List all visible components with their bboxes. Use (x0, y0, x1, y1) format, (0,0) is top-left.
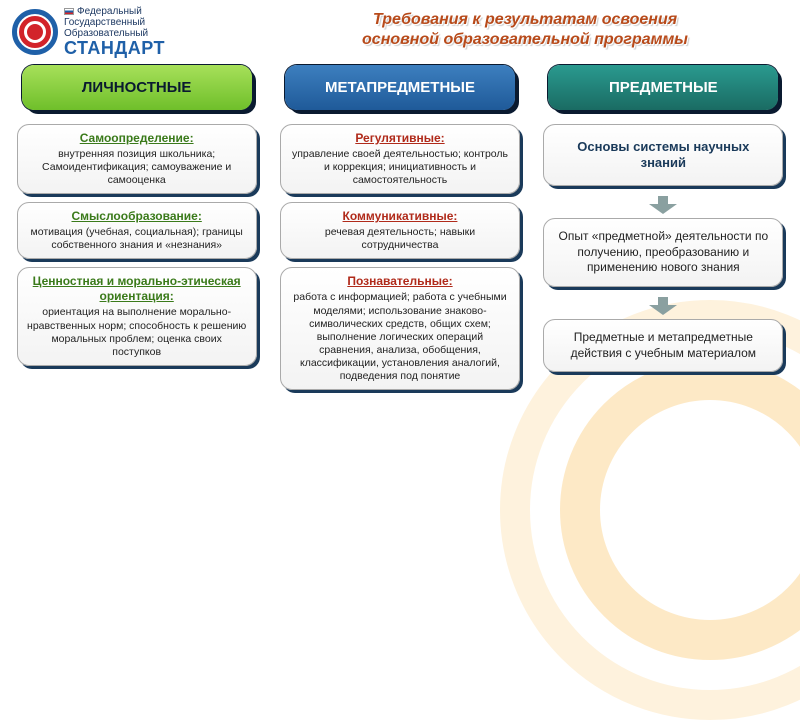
logo-rings-icon (12, 9, 58, 55)
col-personal: ЛИЧНОСТНЫЕ Самоопределение: внутренняя п… (12, 65, 262, 399)
card-title: Регулятивные: (289, 131, 511, 146)
arrow-down-icon (645, 196, 681, 214)
card-ethics: Ценностная и морально-этическая ориентац… (17, 267, 257, 366)
card-meaning: Смыслообразование: мотивация (учебная, с… (17, 202, 257, 259)
card-communicative: Коммуникативные: речевая деятельность; н… (280, 202, 520, 259)
card-body: управление своей деятельностью; контроль… (292, 148, 508, 186)
columns: ЛИЧНОСТНЫЕ Самоопределение: внутренняя п… (0, 61, 800, 399)
logo-word-2: Государственный (64, 17, 165, 28)
card-regulatory: Регулятивные: управление своей деятельно… (280, 124, 520, 194)
card-cognitive: Познавательные: работа с информацией; ра… (280, 267, 520, 390)
card-body: речевая деятельность; навыки сотрудничес… (325, 226, 475, 251)
header: Федеральный Государственный Образователь… (0, 0, 800, 61)
arrow-down-icon (645, 297, 681, 315)
col-header-subject: ПРЕДМЕТНЫЕ (548, 65, 778, 110)
card-foundations: Основы системы научных знаний (543, 124, 783, 187)
card-title: Коммуникативные: (289, 209, 511, 224)
card-experience: Опыт «предметной» деятельности по получе… (543, 218, 783, 287)
card-title: Самоопределение: (26, 131, 248, 146)
col-header-personal: ЛИЧНОСТНЫЕ (22, 65, 252, 110)
logo-word-1: Федеральный (77, 6, 142, 17)
logo-brand: СТАНДАРТ (64, 39, 165, 59)
card-self-determination: Самоопределение: внутренняя позиция школ… (17, 124, 257, 194)
col-header-meta: МЕТАПРЕДМЕТНЫЕ (285, 65, 515, 110)
card-body: мотивация (учебная, социальная); границы… (31, 226, 243, 251)
logo-block: Федеральный Государственный Образователь… (12, 6, 262, 59)
flag-icon (64, 8, 74, 15)
card-body: работа с информацией; работа с учебными … (293, 291, 506, 382)
card-body: внутренняя позиция школьника; Самоиденти… (42, 148, 231, 186)
title-line-2: основной образовательной программы (262, 30, 788, 50)
card-title: Ценностная и морально-этическая ориентац… (26, 274, 248, 304)
card-title: Познавательные: (289, 274, 511, 289)
card-title: Смыслообразование: (26, 209, 248, 224)
logo-text: Федеральный Государственный Образователь… (64, 6, 165, 59)
card-body: ориентация на выполнение морально-нравст… (27, 306, 246, 357)
title-line-1: Требования к результатам освоения (262, 10, 788, 30)
card-actions: Предметные и метапредметные действия с у… (543, 319, 783, 372)
page-title: Требования к результатам освоения основн… (262, 6, 788, 50)
col-subject: ПРЕДМЕТНЫЕ Основы системы научных знаний… (538, 65, 788, 399)
col-meta: МЕТАПРЕДМЕТНЫЕ Регулятивные: управление … (275, 65, 525, 399)
